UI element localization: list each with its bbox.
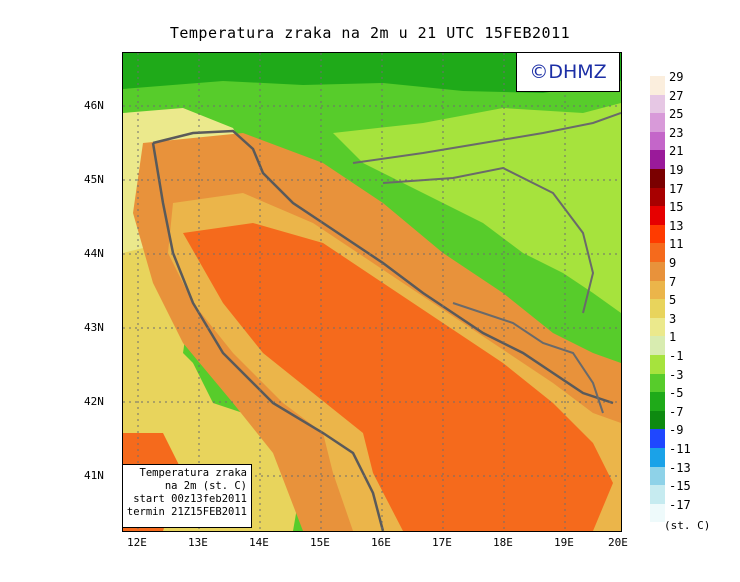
colorbar-swatch <box>650 76 665 95</box>
colorbar-swatch <box>650 113 665 132</box>
colorbar-label: 5 <box>669 293 677 308</box>
colorbar-swatch <box>650 373 665 393</box>
colorbar-swatch <box>650 280 665 300</box>
adriatic-sea-warm <box>183 223 613 531</box>
colorbar-label: -17 <box>669 497 691 512</box>
alpine-cold-zone <box>123 53 621 93</box>
info-line-2: na 2m (st. C) <box>164 480 247 492</box>
lon-label-13e: 13E <box>188 536 208 549</box>
info-line-1: Temperatura zraka <box>139 467 247 479</box>
colorbar-label: 13 <box>669 218 684 233</box>
colorbar-label: 7 <box>669 274 677 289</box>
colorbar-label: 11 <box>669 237 684 252</box>
colorbar-swatch <box>650 448 665 467</box>
lon-label-20e: 20E <box>608 536 628 549</box>
dhmz-logo: ©DHMZ <box>516 52 620 92</box>
lat-label-45n: 45N <box>84 173 104 186</box>
colorbar-swatch <box>650 299 665 318</box>
colorbar-swatch <box>650 466 665 486</box>
colorbar-label: -13 <box>669 460 691 475</box>
colorbar-label: 19 <box>669 163 684 177</box>
border-line-north <box>352 112 621 164</box>
colorbar-swatch <box>650 355 665 374</box>
italian-coastline <box>151 142 385 531</box>
colorbar-label: -9 <box>669 423 684 438</box>
lat-label-46n: 46N <box>84 99 104 112</box>
colorbar-swatch <box>650 336 665 355</box>
border-line-bosnia <box>382 166 595 314</box>
colorbar-swatch <box>650 485 665 504</box>
lon-label-16e: 16E <box>371 536 391 549</box>
colorbar-label: 3 <box>669 311 677 326</box>
chart-title: Temperatura zraka na 2m u 21 UTC 15FEB20… <box>169 24 571 42</box>
east-adriatic-coastline <box>152 129 614 405</box>
colorbar-swatch <box>650 392 665 411</box>
colorbar-label: -3 <box>669 367 684 382</box>
border-line-south <box>452 302 604 414</box>
lat-label-44n: 44N <box>84 247 104 260</box>
colorbar-label: 29 <box>669 70 684 84</box>
colorbar-swatch <box>650 150 665 169</box>
colorbar-label: 27 <box>669 88 684 103</box>
colorbar-label: 17 <box>669 181 684 196</box>
colorbar-label: -11 <box>669 442 691 456</box>
colorbar-swatch <box>650 410 665 430</box>
gridlines <box>123 53 621 531</box>
lon-label-12e: 12E <box>127 536 147 549</box>
lat-label-41n: 41N <box>84 469 104 482</box>
colorbar-swatch <box>650 503 665 523</box>
colorbar-swatch <box>650 187 665 207</box>
colorbar-swatch <box>650 243 665 262</box>
colorbar-label: -7 <box>669 404 684 419</box>
lon-label-19e: 19E <box>554 536 574 549</box>
colorbar-swatch <box>650 224 665 244</box>
lon-label-15e: 15E <box>310 536 330 549</box>
temperature-map <box>122 52 622 532</box>
colorbar-label: 21 <box>669 144 684 159</box>
colorbar-swatch <box>650 317 665 337</box>
colorbar-label: 9 <box>669 256 677 270</box>
map-info-box: Temperatura zraka na 2m (st. C) start 00… <box>122 464 252 528</box>
colorbar-swatch <box>650 94 665 114</box>
lon-label-14e: 14E <box>249 536 269 549</box>
map-canvas <box>123 53 621 531</box>
colorbar-label: -5 <box>669 386 684 401</box>
colorbar-swatch <box>650 262 665 281</box>
colorbar-label: 15 <box>669 200 684 215</box>
info-line-4: termin 21Z15FEB2011 <box>126 506 247 518</box>
colorbar-swatch <box>650 429 665 448</box>
lat-label-43n: 43N <box>84 321 104 334</box>
colorbar-label: -15 <box>669 479 691 494</box>
colorbar-swatch <box>650 131 665 151</box>
colorbar-unit: (st. C) <box>664 519 711 532</box>
lat-label-42n: 42N <box>84 395 104 408</box>
lon-label-18e: 18E <box>493 536 513 549</box>
info-line-3: start 00z13feb2011 <box>133 493 247 505</box>
lon-label-17e: 17E <box>432 536 452 549</box>
colorbar-swatch <box>650 169 665 188</box>
colorbar-label: -1 <box>669 349 684 363</box>
colorbar-label: 23 <box>669 125 684 140</box>
colorbar-swatch <box>650 206 665 225</box>
colorbar-label: 25 <box>669 107 684 122</box>
colorbar-label: 1 <box>669 330 677 345</box>
